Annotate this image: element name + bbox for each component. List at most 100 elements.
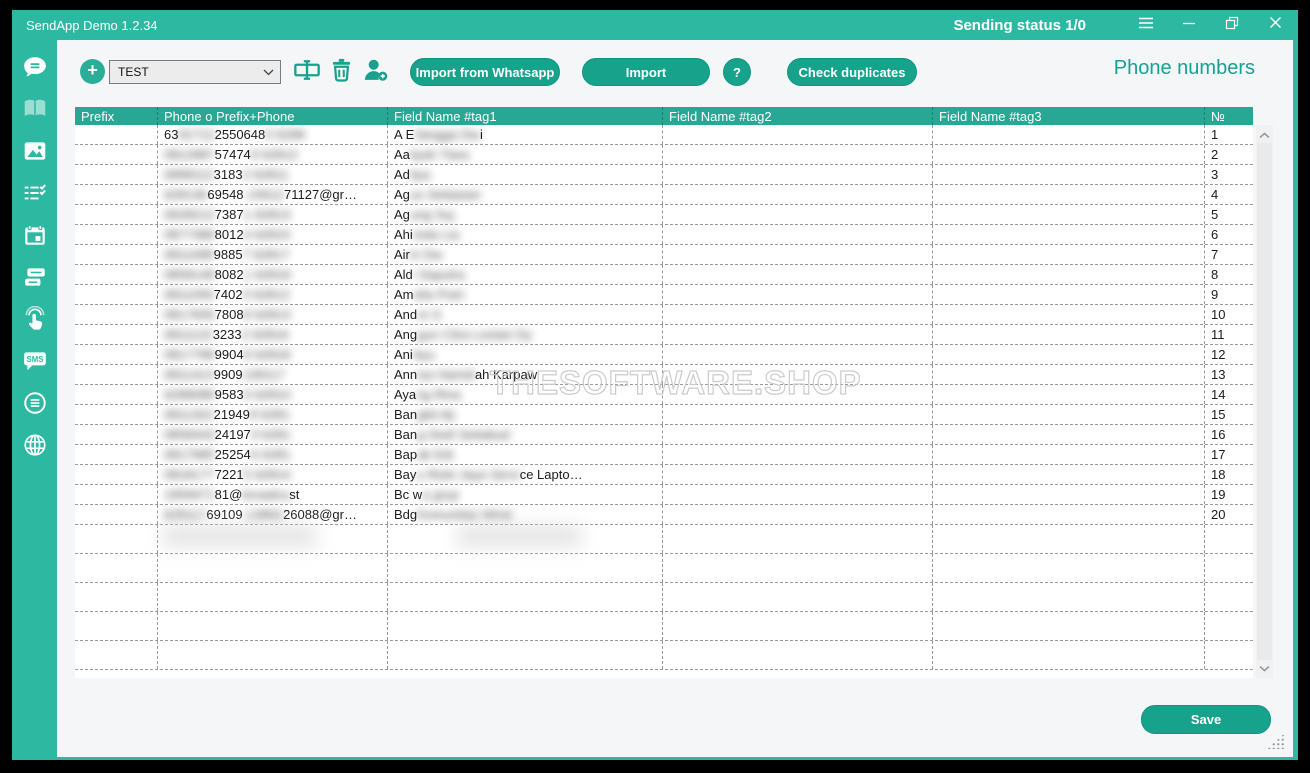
help-button[interactable]: ? [723, 58, 751, 86]
scroll-down-arrow[interactable] [1256, 660, 1273, 676]
cell-tag2 [663, 425, 933, 444]
sidebar-item-autoclick[interactable] [22, 305, 48, 334]
blurred-text: 4 62815 [243, 227, 291, 242]
scrollbar-thumb[interactable] [1257, 143, 1272, 660]
check-duplicates-button[interactable]: Check duplicates [787, 58, 917, 86]
cell-number: 11 [1211, 327, 1225, 342]
cell-text: Ald [394, 267, 413, 282]
sidebar-item-calendar[interactable] [22, 224, 48, 250]
cell-tag3 [933, 165, 1205, 184]
table-row[interactable]: 0817985 25254 6 6281 Bap ak Edi 17 [75, 445, 1253, 465]
save-button[interactable]: Save [1141, 705, 1271, 734]
blurred-text: 6 6281 [250, 447, 291, 462]
sidebar-item-phonebook[interactable] [22, 98, 48, 124]
cell-prefix [75, 185, 158, 204]
blurred-text: 8 6281 [249, 407, 290, 422]
cell-tag1: Bay u Rizki Jaya Servi ce Lapto… [388, 465, 663, 484]
column-header-number[interactable]: № [1211, 108, 1225, 124]
cell-text: st [289, 487, 300, 502]
cell-prefix [75, 385, 158, 404]
cell-text: 81@ [214, 487, 243, 502]
table-row[interactable]: 0817788 9904 8 62818 Ani Ayu 12 [75, 345, 1253, 365]
cell-tag3 [933, 185, 1205, 204]
cell-text: 7402 [213, 287, 243, 302]
table-row[interactable]: 0817656 7808 8 62813 And re S 10 [75, 305, 1253, 325]
minimize-button[interactable] [1172, 10, 1206, 40]
import-whatsapp-button[interactable]: Import from Whatsapp [410, 58, 560, 86]
sidebar-item-lists[interactable] [22, 391, 48, 418]
sidebar-item-messages[interactable] [22, 266, 48, 292]
table-row[interactable]: 0877388 8012 4 62815 Ahi mda Lia 6 [75, 225, 1253, 245]
add-list-button[interactable]: + [80, 59, 105, 84]
table-scrollbar[interactable] [1256, 125, 1273, 678]
blurred-text: 0817656 [164, 307, 215, 322]
chat-lines-icon [22, 54, 48, 85]
sidebar-item-checklist[interactable] [22, 182, 48, 208]
sidebar-item-web[interactable] [22, 433, 48, 460]
cell-number: 10 [1211, 307, 1226, 322]
empty-cell [1205, 554, 1253, 582]
table-row[interactable]: 0858148 8082 1 62819 Ald i Saputra 8 [75, 265, 1253, 285]
table-row[interactable]: 0811122 3233 2 62816 Ang gun Citra Lestari D… [75, 325, 1253, 345]
delete-list-button[interactable] [327, 58, 355, 86]
cell-tag1: And re S [388, 305, 663, 324]
table-row[interactable]: 0811056 7402 3 62812 Am elia Putri 9 [75, 285, 1253, 305]
sms-bubble-icon: SMS [22, 348, 48, 379]
blurred-text: broadca [242, 487, 290, 502]
blurred-text: 0817985 [164, 447, 215, 462]
table-row[interactable]: 0818177 7221 5 62814 Bay u Rizki Jaya Servi c… [75, 465, 1253, 485]
cell-phone: 0811322 21949 8 6281 [158, 405, 388, 424]
blurred-text: 0811122 [164, 327, 213, 342]
table-row[interactable]: 6288088 9583 3 62810 Aya ng Rina 14 [75, 385, 1253, 405]
cell-number: 9 [1211, 287, 1219, 302]
cell-text: 57474 [214, 147, 251, 162]
blurred-text: 9 62812 [250, 147, 298, 162]
cell-tag1: Ban gkit Aji [388, 405, 663, 424]
scroll-up-arrow[interactable] [1256, 127, 1273, 143]
column-header-prefix[interactable]: Prefix [75, 107, 158, 125]
menu-button[interactable] [1129, 10, 1163, 40]
column-header-tag3[interactable]: Field Name #tag3 [933, 107, 1205, 125]
sidebar-item-images[interactable] [22, 140, 48, 166]
table-row[interactable]: 0858443 24197 3 6281 Ban g Dedi Setiabud 16 [75, 425, 1253, 445]
cell-tag2 [663, 205, 933, 224]
sidebar-item-sms[interactable]: SMS [22, 350, 48, 376]
blurred-text: 0812987 [164, 147, 215, 162]
resize-grip[interactable] [1267, 733, 1285, 749]
table-row[interactable]: 628136 69548 -15612 71127@gr… Ag us Setiawan 4 [75, 185, 1253, 205]
empty-row [75, 612, 1253, 641]
list-select[interactable]: TEST [109, 60, 281, 84]
restore-button[interactable] [1215, 10, 1249, 40]
cell-phone: 63 91712 2550648 0 6298 [158, 125, 388, 144]
import-button[interactable]: Import [582, 58, 710, 86]
empty-row [75, 641, 1253, 670]
cell-tag2 [663, 485, 933, 504]
sms-label: SMS [26, 354, 43, 363]
add-contact-button[interactable] [362, 58, 390, 86]
cell-tag1: Ag ung Suj [388, 205, 663, 224]
table-row[interactable]: 0812987 57474 9 62812 Aa liyah Tiara 2 [75, 145, 1253, 165]
table-row[interactable]: 0811098 9885 7 62817 Air in Dw 7 [75, 245, 1253, 265]
column-header-tag1[interactable]: Field Name #tag1 [388, 107, 663, 125]
empty-cell [75, 583, 158, 611]
table-row[interactable]: 0898112 3183 2 62811 Ad itya 3 [75, 165, 1253, 185]
table-row[interactable]: 0811322 21949 8 6281 Ban gkit Aji 15 [75, 405, 1253, 425]
cell-tag1: Air in Dw [388, 245, 663, 264]
app-window: SendApp Demo 1.2.34 Sending status 1/0 [12, 10, 1298, 760]
contacts-table: Prefix Phone o Prefix+Phone Field Name #… [75, 107, 1253, 678]
table-row[interactable]: 0628212 7387 1 62813 Ag ung Suj 5 [75, 205, 1253, 225]
cell-number: 4 [1211, 187, 1219, 202]
table-row[interactable]: 628117 69109 -13862 26088@gr… Bdg Komunitas … [75, 505, 1253, 525]
sending-status: Sending status 1/0 [953, 16, 1086, 34]
rename-list-button[interactable] [293, 58, 321, 86]
close-button[interactable] [1258, 10, 1292, 40]
table-row[interactable]: 0811413 9909 139117 Ann isa Hamid ah Karpaw 1… [75, 365, 1253, 385]
column-header-phone[interactable]: Phone o Prefix+Phone [158, 107, 388, 125]
sidebar-item-chat[interactable] [22, 56, 48, 82]
cell-text: 25254 [214, 447, 251, 462]
column-header-tag2[interactable]: Field Name #tag2 [663, 107, 933, 125]
